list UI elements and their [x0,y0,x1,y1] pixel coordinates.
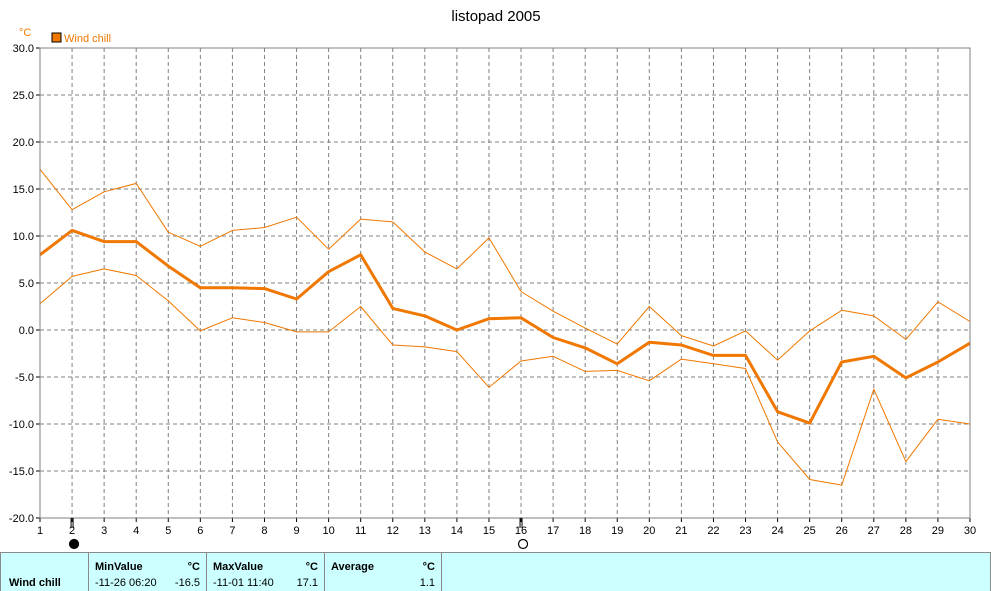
stats-avg-value: 1.1 [419,577,435,589]
x-tick-label: 3 [101,525,107,537]
stats-max-header: MaxValue [213,561,264,573]
x-tick-label: 28 [900,525,912,537]
stats-max-when: -11-01 11:40 [213,577,274,589]
x-tick-label: 12 [387,525,399,537]
y-tick-label: 15.0 [13,184,34,196]
x-tick-label: 25 [804,525,816,537]
x-tick-label: 4 [133,525,139,537]
x-tick-label: 8 [261,525,267,537]
x-tick-label: 13 [419,525,431,537]
x-tick-label: 21 [675,525,687,537]
x-axis-ticks: 1 2 3 4 5 6 7 8 9 10 11 12 13 14 15 16 17 18 19 20 21 22 23 24 2… [37,518,976,537]
stats-series-name: Wind chill [9,577,61,589]
y-tick-label: 30.0 [13,43,34,55]
stats-avg-unit: °C [422,561,435,573]
y-tick-label: 10.0 [13,231,34,243]
stats-min-header: MinValue [95,561,143,573]
stats-min-unit: °C [187,561,200,573]
x-tick-label: 18 [579,525,591,537]
legend-swatch [51,32,62,43]
y-axis-ticks: 30.0 25.0 20.0 15.0 10.0 5.0 0.0 -5.0 -10.0 -15.0… [9,43,40,525]
stats-max-unit: °C [305,561,318,573]
x-tick-label: 1 [37,525,43,537]
x-tick-label: 5 [165,525,171,537]
legend: Wind chill [51,32,111,45]
x-tick-label: 14 [451,525,463,537]
x-tick-label: 16 [515,525,527,537]
y-tick-label: -5.0 [15,372,34,384]
stats-min-value: -16.5 [174,577,200,589]
new-moon-icon [68,538,80,550]
stats-max-value: 17.1 [296,577,318,589]
stats-min-cell: MinValue °C -11-26 06:20 -16.5 [89,553,207,591]
x-tick-label: 15 [483,525,495,537]
y-tick-label: 5.0 [19,278,34,290]
x-tick-label: 24 [771,525,783,537]
stats-table: Wind chill MinValue °C -11-26 06:20 -16.… [0,552,991,591]
stats-min-when: -11-26 06:20 [95,577,157,589]
series-line-max [39,168,971,361]
x-tick-label: 11 [355,525,366,537]
stats-series-cell: Wind chill [1,553,89,591]
x-tick-label: 10 [322,525,334,537]
y-tick-label: 25.0 [13,90,34,102]
stats-avg-header: Average [331,561,375,573]
x-tick-label: 17 [547,525,559,537]
moon-phase-markers [68,518,529,550]
x-tick-label: 19 [611,525,623,537]
y-tick-label: -20.0 [9,513,34,525]
x-tick-label: 27 [868,525,880,537]
x-tick-label: 2 [69,525,75,537]
y-tick-label: -15.0 [9,466,34,478]
x-tick-label: 23 [739,525,751,537]
x-tick-label: 30 [964,525,976,537]
chart-title: listopad 2005 [451,8,540,25]
series-line-average [39,228,971,425]
x-tick-label: 7 [229,525,235,537]
series-line-min [39,268,971,486]
legend-label: Wind chill [64,33,111,45]
y-tick-label: 0.0 [19,325,34,337]
stats-max-cell: MaxValue °C -11-01 11:40 17.1 [207,553,325,591]
x-tick-label: 26 [836,525,848,537]
plot-frame [39,47,971,519]
stats-avg-cell: Average °C 1.1 [325,553,442,591]
grid-lines [40,48,970,518]
y-tick-label: 20.0 [13,137,34,149]
full-moon-icon [517,538,529,550]
x-tick-label: 6 [197,525,203,537]
series-lines [39,168,971,486]
x-tick-label: 9 [293,525,299,537]
x-tick-label: 20 [643,525,655,537]
chart: listopad 2005 °C Wind chill 30.025.020.0… [9,8,976,550]
x-tick-label: 22 [707,525,719,537]
y-tick-label: -10.0 [9,419,34,431]
y-axis-unit: °C [19,27,31,39]
x-tick-label: 29 [932,525,944,537]
